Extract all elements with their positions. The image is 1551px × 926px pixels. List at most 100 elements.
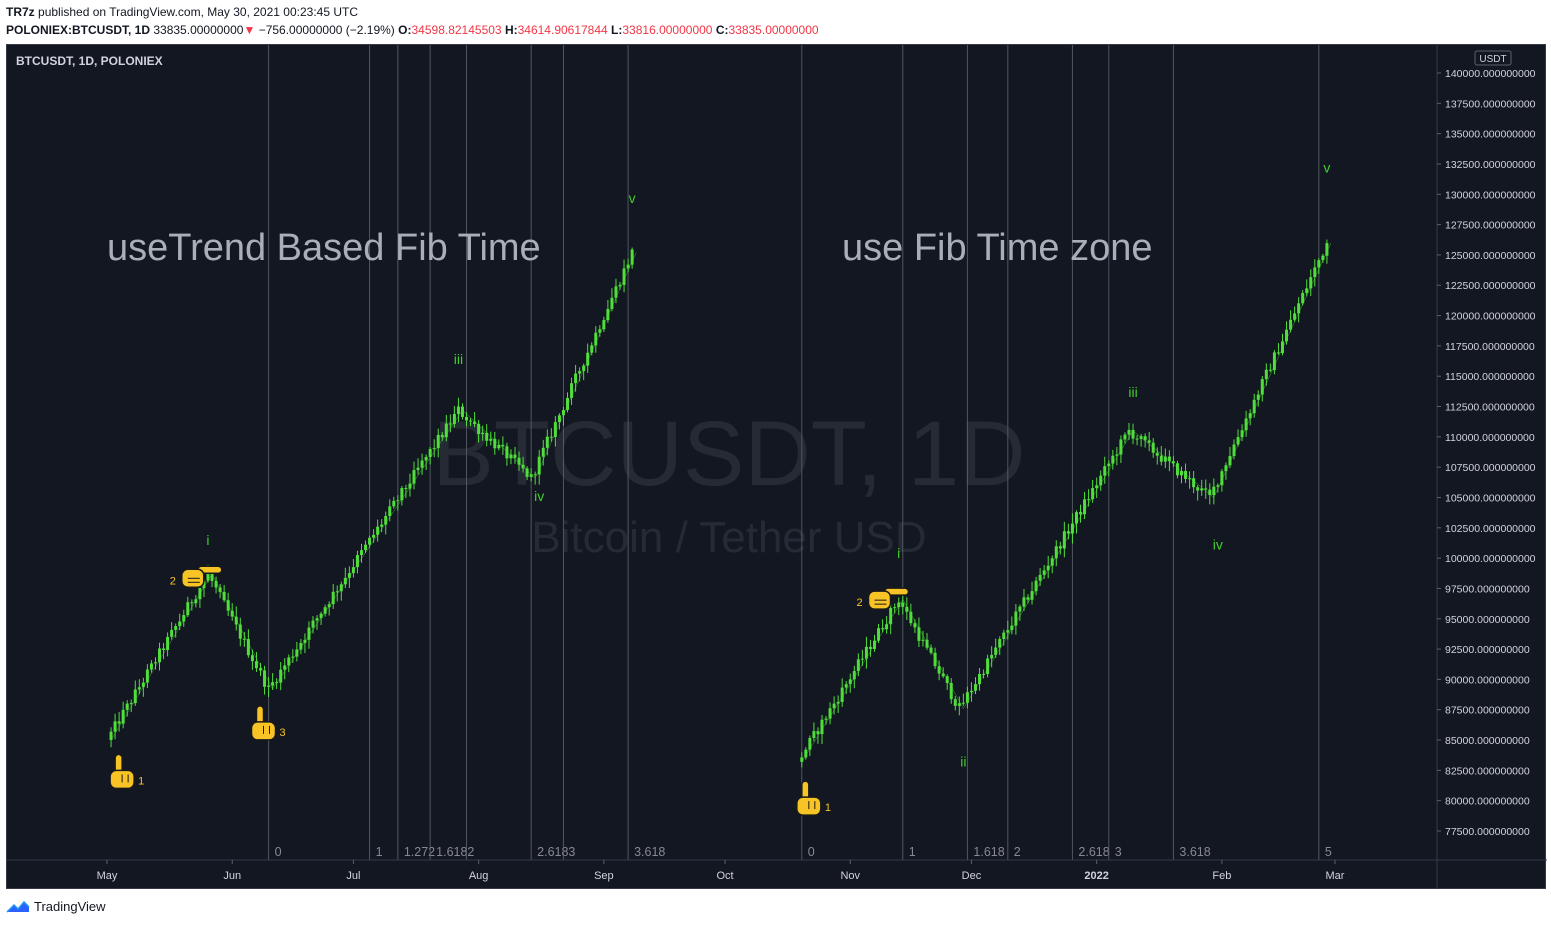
low-label: L: [611,23,623,37]
text-annotation[interactable]: use Fib Time zone [842,227,1152,269]
candle-body [893,607,897,609]
candle-body [1240,430,1244,438]
candle-body [448,423,452,425]
time-tick-label: May [97,870,118,882]
candle-body [949,682,953,700]
candle-body [941,673,945,677]
candle-body [121,709,125,724]
pointing-right-hand-icon: 2 [857,587,910,610]
candle-body [452,413,456,424]
candle-body [873,640,876,649]
candle-body [606,308,610,321]
currency-badge: USDT [1479,54,1506,65]
candle-body [1083,499,1087,515]
candle-body [1058,546,1062,549]
candle-body [1014,611,1018,626]
chart-area[interactable]: BTCUSDT, 1D Bitcoin / Tether USD 0 1 1.272… [6,44,1547,890]
candle-body [537,456,541,475]
candle-body [1115,454,1119,456]
publish-line: TR7z published on TradingView.com, May 3… [6,5,358,19]
price-tick-label: 125000.000000000 [1445,250,1536,262]
candle-body [860,658,864,660]
candle-body [404,488,408,490]
candle-body [561,410,565,416]
tradingview-logo[interactable]: TradingView [6,899,106,914]
candle-body [129,703,133,705]
candle-body [1062,531,1066,549]
candle-body [432,448,436,450]
candle-body [812,731,816,739]
time-tick-label: Jun [223,870,241,882]
candle-body [416,467,420,471]
candle-body [376,526,380,535]
candle-body [481,432,485,435]
time-zone-fib-label: 3.618 [1179,845,1210,859]
candle-body [881,628,885,630]
candle-body [945,676,949,683]
price-tick-label: 122500.000000000 [1445,280,1536,292]
candle-body [990,654,994,659]
candle-body [618,284,622,287]
close-label: C: [715,23,729,37]
candle-body [1046,565,1050,571]
time-axis[interactable]: May Jun Jul Aug Sep Oct Nov Dec 2022 Feb Mar [97,860,1345,882]
candle-body [1139,436,1143,439]
candle-body [840,687,844,702]
candle-body [125,703,129,710]
candle-body [973,684,977,691]
candle-body [533,474,537,476]
candle-body [1159,455,1163,462]
candle-body [1280,341,1284,353]
candle-body [440,434,444,438]
candle-body [582,365,586,372]
candle-body [614,286,618,298]
candle-body [1091,488,1095,500]
candle-body [864,646,868,659]
candle-body [275,682,279,684]
candle-body [400,488,404,501]
candle-body [493,438,497,449]
candle-body [234,616,238,625]
candle-body [1244,418,1248,431]
candle-body [230,610,234,617]
candle-body [1038,574,1042,581]
candle-body [194,599,198,604]
fib-time-lines[interactable]: 0 1 1.272 1.6182 2.6183 3.618 0 1 1.618 2 2.618 3 3.… [268,45,1332,860]
candle-body [505,446,509,459]
candle-body [877,628,881,641]
candle-body [1325,243,1329,256]
time-zone-fib-label: 2 [1014,845,1021,859]
price-change: −756.00000000 (−2.19%) [258,23,395,37]
candle-body [1030,591,1034,600]
candle-body [525,468,529,477]
pointer-number: 3 [280,727,286,739]
candle-body [1079,512,1083,515]
candle-body [1050,558,1054,566]
candle-body [465,416,469,421]
candle-body [117,721,121,724]
price-tick-label: 102500.000000000 [1445,523,1536,535]
candle-body [1313,267,1317,278]
candle-body [1175,463,1179,476]
candle-body [1070,523,1074,534]
pointing-up-hand-icon: 1 [796,780,831,816]
price-axis[interactable]: 140000.000000000 137500.000000000 135000.0… [1437,68,1536,838]
time-tick-label: Sep [594,870,614,882]
price-chart[interactable]: BTCUSDT, 1D Bitcoin / Tether USD 0 1 1.272… [7,45,1547,890]
candle-body [1196,487,1200,491]
author-name[interactable]: TR7z [6,5,35,19]
candle-body [412,470,416,484]
candle-body [1268,369,1272,371]
text-annotations[interactable]: useTrend Based Fib Time use Fib Time zone [107,227,1152,269]
pointer-number: 1 [825,802,831,814]
candle-body [186,602,190,616]
candle-body [1228,456,1232,466]
candle-body [1180,470,1183,476]
candle-body [1042,570,1046,575]
candle-body [469,420,473,422]
price-tick-label: 105000.000000000 [1445,492,1536,504]
text-annotation[interactable]: useTrend Based Fib Time [107,227,541,269]
candle-body [1034,580,1038,592]
candle-body [323,607,327,614]
price-tick-label: 82500.000000000 [1445,765,1530,777]
